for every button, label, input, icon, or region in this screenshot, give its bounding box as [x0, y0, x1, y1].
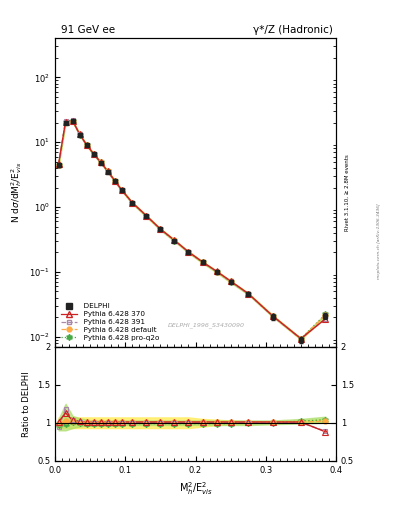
Y-axis label: N d$\sigma$/dM$^2_h$/E$^2_{vis}$: N d$\sigma$/dM$^2_h$/E$^2_{vis}$	[9, 162, 24, 223]
X-axis label: M$^2_h$/E$^2_{vis}$: M$^2_h$/E$^2_{vis}$	[178, 480, 213, 497]
Legend:   DELPHI,   Pythia 6.428 370,   Pythia 6.428 391,   Pythia 6.428 default,   Pyth: DELPHI, Pythia 6.428 370, Pythia 6.428 3…	[59, 301, 162, 343]
Text: γ*/Z (Hadronic): γ*/Z (Hadronic)	[253, 25, 333, 35]
Text: mcplots.cern.ch [arXiv:1306.3436]: mcplots.cern.ch [arXiv:1306.3436]	[377, 203, 381, 279]
Text: 91 GeV ee: 91 GeV ee	[61, 25, 115, 35]
Y-axis label: Ratio to DELPHI: Ratio to DELPHI	[22, 371, 31, 437]
Y-axis label: Rivet 3.1.10, ≥ 2.8M events: Rivet 3.1.10, ≥ 2.8M events	[345, 154, 350, 231]
Text: DELPHI_1996_S3430090: DELPHI_1996_S3430090	[168, 323, 245, 328]
